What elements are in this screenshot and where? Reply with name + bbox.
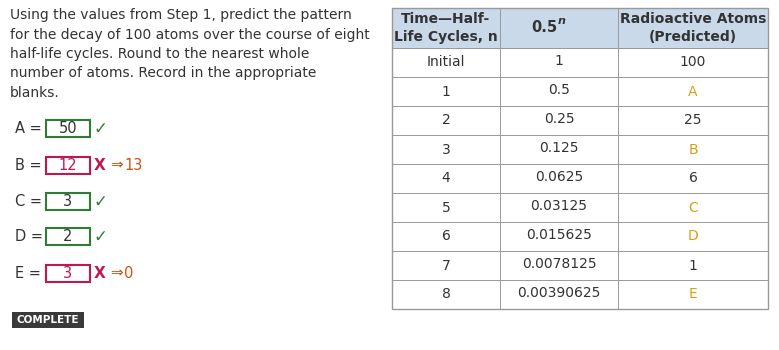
Text: ✓: ✓ [94, 119, 108, 138]
FancyBboxPatch shape [392, 8, 768, 48]
Text: 2: 2 [63, 229, 72, 244]
FancyBboxPatch shape [392, 77, 768, 106]
Text: 0.5: 0.5 [530, 21, 557, 35]
Text: 1: 1 [689, 259, 697, 273]
Text: B: B [688, 142, 698, 156]
Text: 12: 12 [58, 158, 77, 173]
Text: D =: D = [15, 229, 43, 244]
Text: 0: 0 [124, 266, 133, 281]
Text: ✓: ✓ [94, 193, 108, 210]
Text: A: A [689, 84, 698, 98]
Text: E: E [689, 287, 697, 301]
FancyBboxPatch shape [392, 222, 768, 251]
Text: 0.015625: 0.015625 [526, 228, 592, 242]
Text: 6: 6 [689, 172, 697, 186]
Text: 0.0078125: 0.0078125 [522, 257, 596, 271]
Text: 0.00390625: 0.00390625 [517, 286, 601, 300]
FancyBboxPatch shape [392, 164, 768, 193]
FancyBboxPatch shape [392, 251, 768, 280]
FancyBboxPatch shape [46, 120, 90, 137]
FancyBboxPatch shape [392, 48, 768, 77]
FancyBboxPatch shape [46, 157, 90, 174]
Text: C =: C = [15, 194, 42, 209]
Text: 1: 1 [555, 54, 563, 68]
FancyBboxPatch shape [46, 265, 90, 282]
Text: X: X [94, 266, 106, 281]
Text: 1: 1 [442, 84, 450, 98]
Text: 6: 6 [442, 230, 450, 244]
Text: 0.03125: 0.03125 [530, 199, 587, 213]
FancyBboxPatch shape [46, 193, 90, 210]
FancyBboxPatch shape [392, 280, 768, 309]
Text: Time—Half-
Life Cycles, n: Time—Half- Life Cycles, n [394, 12, 498, 44]
Text: 2: 2 [442, 113, 450, 127]
Text: C: C [688, 201, 698, 215]
Text: 3: 3 [63, 194, 72, 209]
FancyBboxPatch shape [392, 106, 768, 135]
Text: A =: A = [15, 121, 42, 136]
Text: 0.5: 0.5 [548, 83, 570, 97]
Text: 25: 25 [684, 113, 702, 127]
Text: 7: 7 [442, 259, 450, 273]
Text: ⇒: ⇒ [110, 266, 123, 281]
Text: COMPLETE: COMPLETE [17, 315, 79, 325]
Text: 5: 5 [442, 201, 450, 215]
Text: 100: 100 [680, 56, 707, 70]
Text: 0.0625: 0.0625 [535, 170, 583, 184]
Text: 8: 8 [442, 287, 450, 301]
FancyBboxPatch shape [12, 312, 84, 328]
Text: Radioactive Atoms
(Predicted): Radioactive Atoms (Predicted) [620, 12, 767, 44]
FancyBboxPatch shape [46, 228, 90, 245]
Text: 3: 3 [442, 142, 450, 156]
Text: ⇒: ⇒ [110, 158, 123, 173]
Text: 0.125: 0.125 [539, 141, 579, 155]
FancyBboxPatch shape [392, 135, 768, 164]
Text: ✓: ✓ [94, 228, 108, 245]
Text: Initial: Initial [427, 56, 465, 70]
Text: B =: B = [15, 158, 41, 173]
Text: 4: 4 [442, 172, 450, 186]
Text: Using the values from Step 1, predict the pattern
for the decay of 100 atoms ove: Using the values from Step 1, predict th… [10, 8, 370, 100]
Text: D: D [688, 230, 699, 244]
Text: 0.25: 0.25 [544, 112, 574, 126]
Text: 50: 50 [58, 121, 77, 136]
Text: n: n [558, 16, 566, 26]
Text: 3: 3 [63, 266, 72, 281]
FancyBboxPatch shape [392, 193, 768, 222]
Text: E =: E = [15, 266, 41, 281]
Text: 13: 13 [124, 158, 143, 173]
Text: X: X [94, 158, 106, 173]
